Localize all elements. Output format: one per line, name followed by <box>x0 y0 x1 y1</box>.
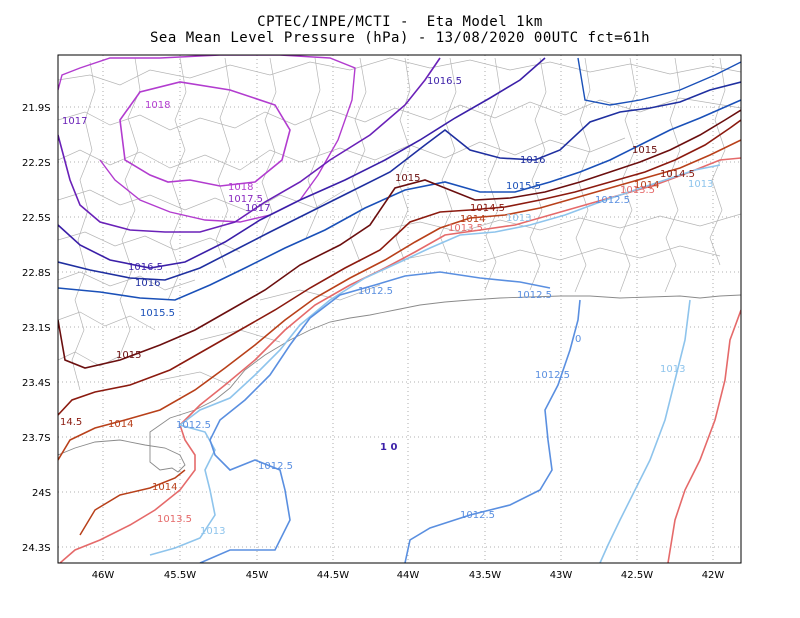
contour-label: 1014 <box>460 214 485 225</box>
contour-label: 14.5 <box>60 417 82 428</box>
isobar-1016.5 <box>58 57 546 269</box>
lon-tick: 45W <box>246 570 269 581</box>
contour-label: 1013.5 <box>620 185 655 196</box>
isobar-1016 <box>58 81 741 281</box>
lon-tick: 42W <box>702 570 725 581</box>
isobar-1016-upper <box>577 57 741 106</box>
isobar-1018-outer <box>58 55 356 223</box>
contour-label: 1012.5 <box>535 370 570 381</box>
contour-label: 1015 <box>632 145 657 156</box>
lon-ticks: 46W 45.5W 45W 44.5W 44W 43.5W 43W 42.5W … <box>92 570 725 581</box>
municipal-boundaries <box>58 57 741 391</box>
lon-tick: 43W <box>550 570 573 581</box>
contour-label: 1 0 <box>380 442 397 453</box>
isobar-1015.5 <box>58 99 741 301</box>
lat-ticks: 21.9S 22.2S 22.5S 22.8S 23.1S 23.4S 23.7… <box>22 103 51 554</box>
contour-label: 1017.5 <box>228 194 263 205</box>
contour-label: 1015.5 <box>506 181 541 192</box>
contour-label: 1015 <box>395 173 420 184</box>
isobar-1014.5 <box>58 119 741 416</box>
contour-label: 1014 <box>108 419 133 430</box>
map-frame <box>57 54 742 564</box>
contour-label: 1014 <box>152 482 177 493</box>
contour-label: 1016.5 <box>128 262 163 273</box>
lat-tick: 22.5S <box>22 213 51 224</box>
contour-label: 1013.5 <box>448 223 483 234</box>
contour-label: 1013.5 <box>157 514 192 525</box>
contour-labels: 1018 1018 1017.5 1017 1017 1016.5 1016.5… <box>60 76 713 537</box>
contour-label: 1014.5 <box>470 203 505 214</box>
lat-tick: 24.3S <box>22 543 51 554</box>
contour-label: 1018 <box>228 182 253 193</box>
lat-tick: 23.7S <box>22 433 51 444</box>
contour-label: 1013 <box>660 364 685 375</box>
isobar-1012.5 <box>199 271 551 563</box>
contour-label: 1012.5 <box>460 510 495 521</box>
contour-label: 1013 <box>200 526 225 537</box>
contour-label: 1017 <box>245 203 270 214</box>
contour-label: 1016 <box>135 278 160 289</box>
isobar-1015 <box>58 109 741 369</box>
contour-label: 1014 <box>634 180 659 191</box>
coastline <box>58 294 741 473</box>
lon-tick: 46W <box>92 570 115 581</box>
isobar-1018 <box>119 81 291 187</box>
isobar-1013.5 <box>59 157 741 563</box>
contour-label: 1012.5 <box>517 290 552 301</box>
lat-tick: 23.4S <box>22 378 51 389</box>
lon-tick: 45.5W <box>164 570 196 581</box>
contour-label: 1012.5 <box>176 420 211 431</box>
contour-label: 1015.5 <box>140 308 175 319</box>
isobar-1017 <box>58 57 441 233</box>
contour-label: 0 <box>575 334 581 345</box>
lon-tick: 44W <box>397 570 420 581</box>
isobar-1013.5-east <box>667 309 741 563</box>
lon-tick: 43.5W <box>469 570 501 581</box>
isobar-1013 <box>149 164 721 556</box>
lat-tick: 23.1S <box>22 323 51 334</box>
contour-label: 1016 <box>520 155 545 166</box>
contour-label: 1018 <box>145 100 170 111</box>
lat-tick: 21.9S <box>22 103 51 114</box>
contour-label: 1012.5 <box>358 286 393 297</box>
contour-label: 1016.5 <box>427 76 462 87</box>
contour-label: 1013 <box>506 213 531 224</box>
isobar-1013-east <box>599 299 691 563</box>
chart-title-line1: CPTEC/INPE/MCTI - Eta Model 1km <box>257 14 543 30</box>
contour-label: 1014.5 <box>660 169 695 180</box>
contour-label: 1015 <box>116 350 141 361</box>
contour-label: 1017 <box>62 116 87 127</box>
chart-title-line2: Sea Mean Level Pressure (hPa) - 13/08/20… <box>149 30 650 46</box>
contour-label: 1012.5 <box>258 461 293 472</box>
isobar-1012.5-south <box>404 299 581 563</box>
lat-tick: 22.8S <box>22 268 51 279</box>
isobar-1014 <box>58 139 741 461</box>
lat-tick: 24S <box>32 488 51 499</box>
lon-tick: 42.5W <box>621 570 653 581</box>
contour-label: 1013 <box>688 179 713 190</box>
lon-tick: 44.5W <box>317 570 349 581</box>
isobar-1014-lower <box>79 469 186 536</box>
lat-tick: 22.2S <box>22 158 51 169</box>
contour-label: 1012.5 <box>595 195 630 206</box>
